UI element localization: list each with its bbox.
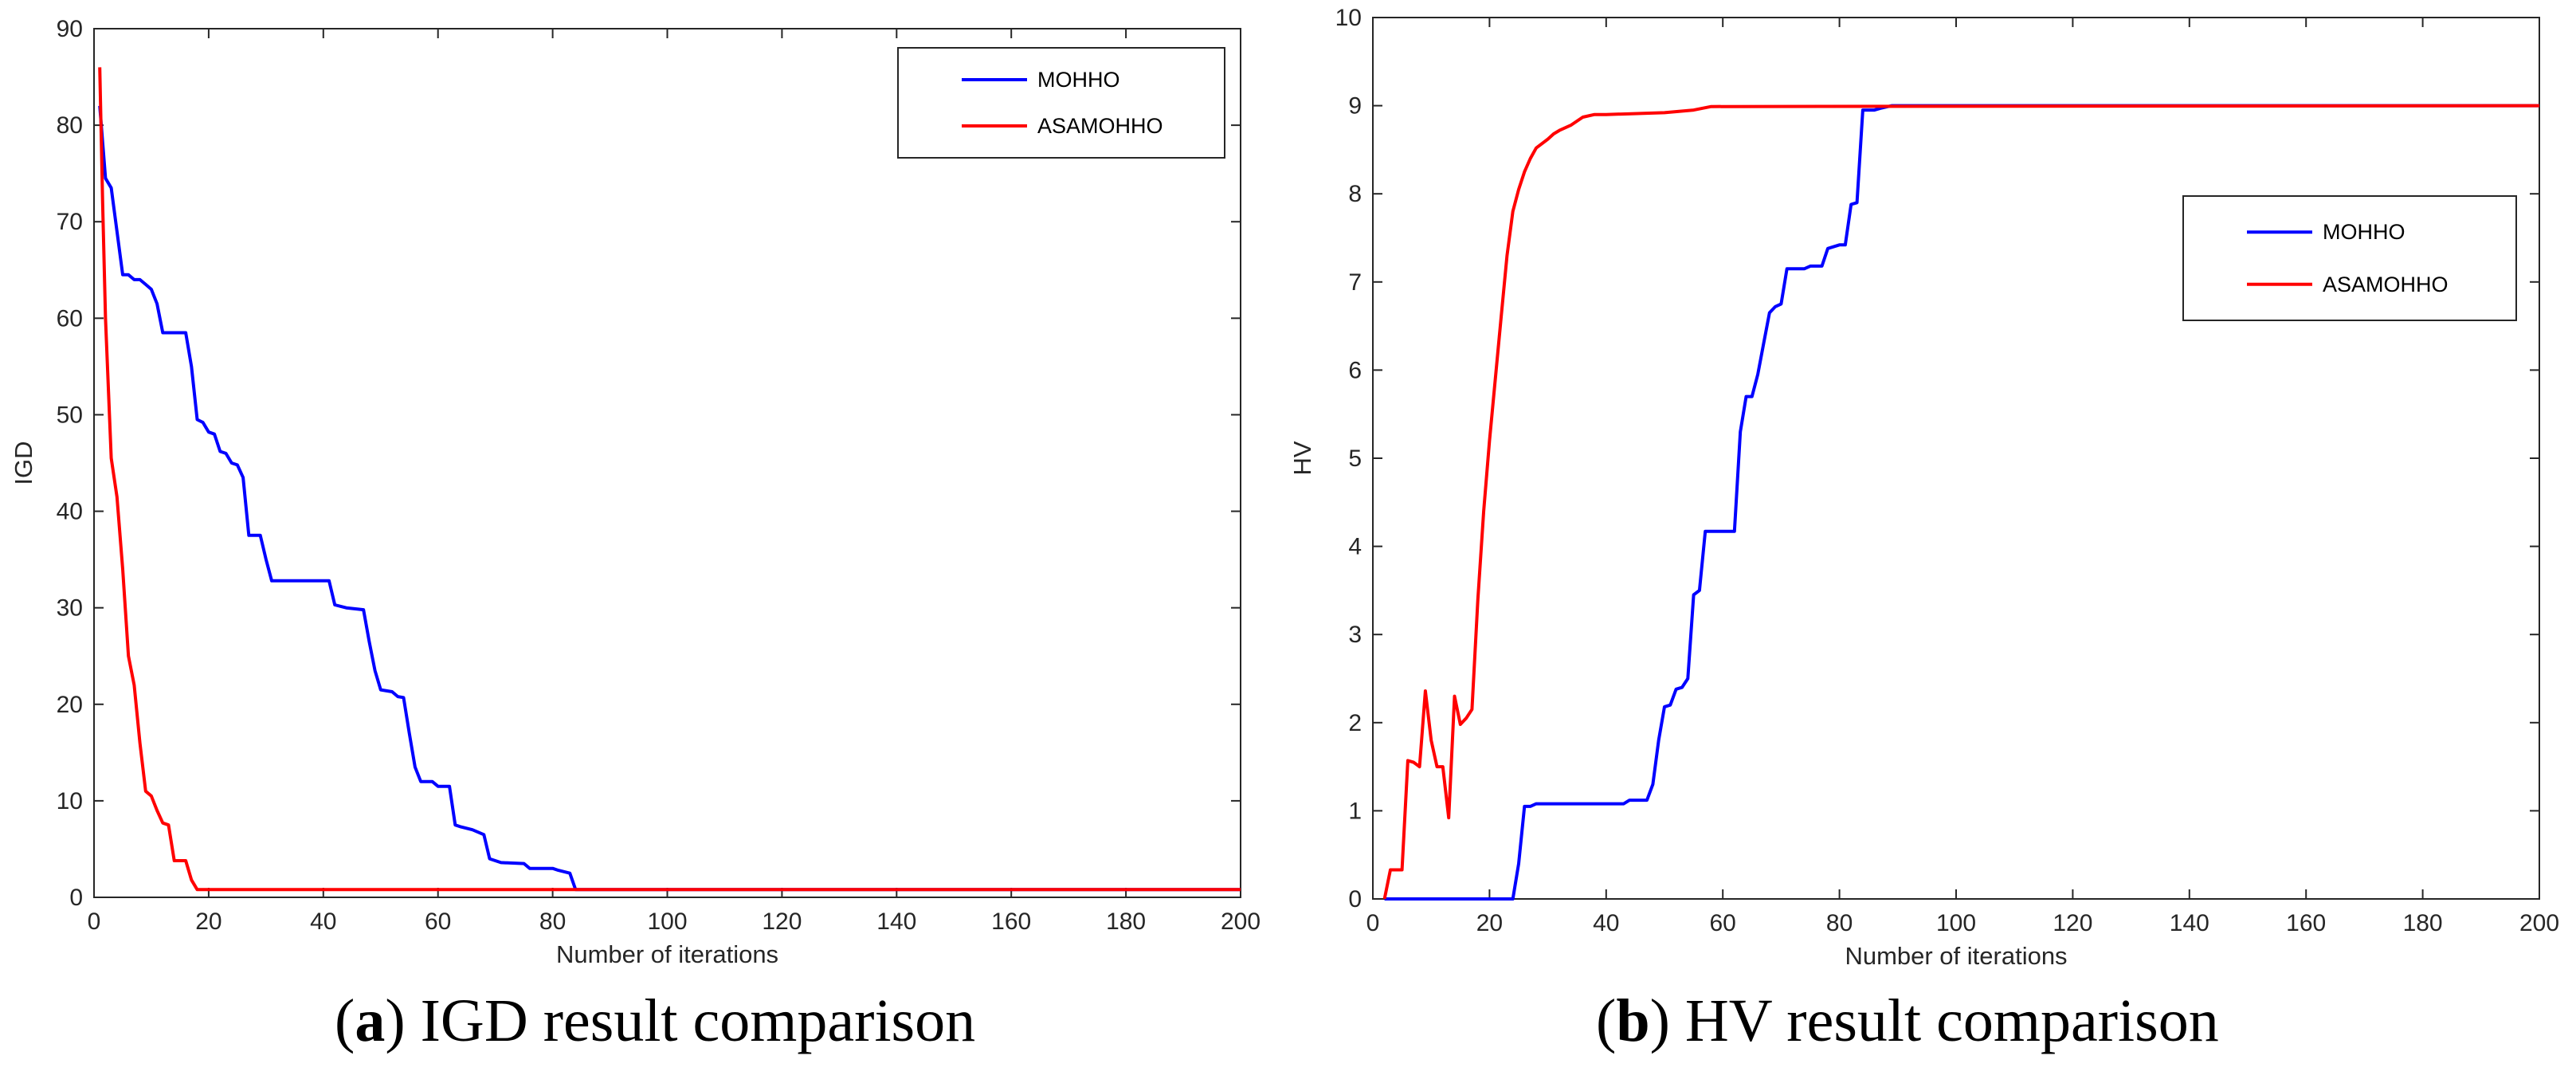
caption-hv-open-paren: ( (1596, 987, 1617, 1054)
igd-ytick-label: 30 (57, 595, 83, 622)
hv-ytick-label: 0 (1348, 886, 1362, 912)
hv-ytick-label: 9 (1348, 93, 1362, 120)
hv-ytick-label: 5 (1348, 445, 1362, 472)
hv-ytick-label: 2 (1348, 710, 1362, 736)
hv-y-axis-label: HV (1288, 441, 1316, 475)
hv-legend-box (2182, 195, 2517, 321)
hv-ytick-label: 7 (1348, 269, 1362, 296)
hv-ytick-label: 10 (1335, 5, 1362, 31)
hv-xtick-label: 120 (2053, 910, 2092, 936)
igd-legend-box (897, 47, 1225, 159)
hv-ytick-label: 1 (1348, 798, 1362, 824)
igd-xtick-label: 20 (195, 908, 222, 935)
hv-xtick-label: 180 (2403, 910, 2443, 936)
caption-igd-open-paren: ( (335, 987, 355, 1054)
igd-xtick-label: 160 (991, 908, 1031, 935)
igd-x-axis-label: Number of iterations (556, 940, 778, 968)
hv-series-mohho (1384, 104, 2539, 901)
caption-igd-letter: a (355, 987, 386, 1054)
igd-axes-box (93, 28, 1241, 898)
hv-xtick-label: 200 (2519, 910, 2559, 936)
hv-ytick-label: 4 (1348, 534, 1362, 560)
igd-xtick-label: 200 (1221, 908, 1261, 935)
hv-xtick-label: 160 (2286, 910, 2326, 936)
igd-ytick-label: 10 (57, 788, 83, 814)
hv-xtick-label: 60 (1710, 910, 1736, 936)
hv-xtick-label: 40 (1593, 910, 1619, 936)
igd-ytick-label: 0 (69, 885, 83, 911)
caption-igd-close-paren: ) (385, 987, 406, 1054)
hv-legend-label-asamohho: ASAMOHHO (2323, 273, 2449, 296)
igd-ytick-label: 20 (57, 692, 83, 718)
igd-ytick-label: 50 (57, 402, 83, 428)
igd-y-axis-label: IGD (10, 441, 37, 485)
igd-ytick-label: 90 (57, 16, 83, 42)
igd-ytick-label: 40 (57, 499, 83, 525)
caption-igd: (a) IGD result comparison (335, 987, 975, 1056)
hv-x-axis-label: Number of iterations (1845, 942, 2067, 970)
hv-ytick-label: 8 (1348, 181, 1362, 207)
caption-hv-text: HV result comparison (1669, 987, 2219, 1054)
hv-xtick-label: 140 (2170, 910, 2209, 936)
igd-xtick-label: 80 (539, 908, 566, 935)
caption-igd-text: IGD result comparison (405, 987, 976, 1054)
caption-hv: (b) HV result comparison (1596, 987, 2219, 1056)
hv-legend-label-mohho: MOHHO (2323, 220, 2405, 244)
igd-xtick-label: 120 (762, 908, 802, 935)
hv-axes-box (1372, 17, 2540, 900)
igd-ytick-label: 70 (57, 209, 83, 235)
igd-legend-label-mohho: MOHHO (1037, 68, 1120, 92)
igd-xtick-label: 0 (88, 908, 101, 935)
hv-xtick-label: 80 (1826, 910, 1853, 936)
hv-xtick-label: 0 (1366, 910, 1380, 936)
igd-ytick-label: 80 (57, 112, 83, 139)
hv-series-asamohho (1382, 104, 2540, 900)
igd-xtick-label: 100 (647, 908, 687, 935)
igd-xtick-label: 180 (1106, 908, 1146, 935)
hv-chart: 0 20 40 60 80 100 120 140 160 180 200 0 1 2 3 4 5 6 7 8 9 10 N… (1288, 5, 2559, 970)
hv-ytick-label: 3 (1348, 622, 1362, 648)
hv-xtick-label: 100 (1936, 910, 1976, 936)
igd-xtick-label: 40 (310, 908, 336, 935)
igd-xtick-label: 140 (876, 908, 916, 935)
igd-legend-label-asamohho: ASAMOHHO (1037, 114, 1163, 138)
hv-xtick-label: 20 (1476, 910, 1503, 936)
hv-ytick-label: 6 (1348, 357, 1362, 383)
igd-series-mohho (98, 105, 1241, 892)
igd-series-asamohho (98, 67, 1241, 892)
igd-ytick-label: 60 (57, 305, 83, 332)
igd-chart: 0 20 40 60 80 100 120 140 160 180 200 0 10 20 30 40 50 60… (10, 16, 1261, 968)
caption-hv-close-paren: ) (1649, 987, 1670, 1054)
caption-hv-letter: b (1616, 987, 1650, 1054)
igd-xtick-label: 60 (425, 908, 451, 935)
